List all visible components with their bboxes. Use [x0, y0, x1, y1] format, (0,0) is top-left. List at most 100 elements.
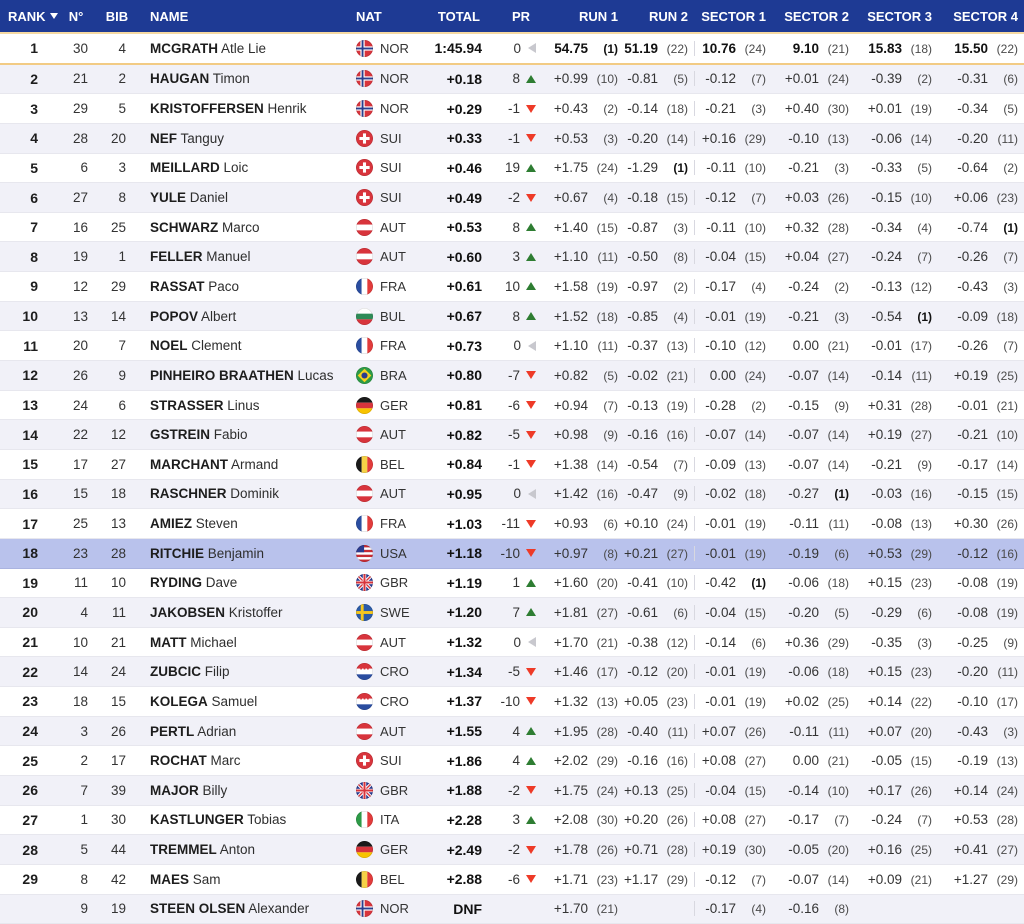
column-header-nat[interactable]: NAT	[342, 9, 420, 24]
run2-cell: -0.16 (16)	[624, 753, 694, 768]
sector2-cell: +0.03 (26)	[772, 190, 855, 205]
table-row[interactable]: 9 19 STEEN OLSEN Alexander NOR DNF +1.70 (21) -…	[0, 894, 1024, 924]
time-rank: (28)	[666, 843, 688, 858]
table-row[interactable]: 7 16 25 SCHWARZ Marco AUT +0.53 8 +1.40 (15) -0.8…	[0, 212, 1024, 243]
table-row[interactable]: 3 29 5 KRISTOFFERSEN Henrik NOR +0.29 -1 +0.43 (…	[0, 94, 1024, 124]
column-header-run2[interactable]: RUN 2	[624, 9, 694, 24]
time-value: +1.46	[553, 664, 588, 680]
time-rank: (20)	[666, 665, 688, 680]
time-value: -0.43	[957, 278, 988, 294]
table-row[interactable]: 17 25 13 AMIEZ Steven FRA +1.03 -11 +0.93 (6) +0.…	[0, 509, 1024, 539]
table-row[interactable]: 29 8 42 MAES Sam BEL +2.88 -6 +1.71 (23) +1.17 (29…	[0, 864, 1024, 895]
rank-value: 13	[22, 397, 38, 413]
table-row[interactable]: 21 10 21 MATT Michael AUT +1.32 0 +1.70 (21) -0.3…	[0, 627, 1024, 658]
bib-value: 18	[110, 486, 126, 502]
time-rank: (11)	[597, 250, 618, 265]
flag-icon-usa	[356, 544, 373, 562]
column-header-pr[interactable]: PR	[482, 9, 540, 24]
rank-cell: 27	[0, 812, 56, 828]
nat-code: SUI	[380, 753, 402, 769]
time-rank: (29)	[996, 872, 1018, 887]
column-header-label: NAME	[150, 8, 189, 24]
sector4-cell: -0.08 (19)	[938, 605, 1024, 620]
total-value: +0.73	[446, 337, 482, 354]
rank-value: 18	[22, 545, 38, 562]
table-row[interactable]: 8 19 1 FELLER Manuel AUT +0.60 3 +1.10 (11) -0.50…	[0, 242, 1024, 273]
table-row[interactable]: 4 28 20 NEF Tanguy SUI +0.33 -1 +0.53 (3) -0.20 (1…	[0, 123, 1024, 154]
table-row[interactable]: 28 5 44 TREMMEL Anton GER +2.49 -2 +1.78 (26) +0.…	[0, 835, 1024, 865]
time-value: -0.19	[788, 545, 819, 561]
time-value: +0.01	[784, 71, 819, 87]
column-header-rank[interactable]: RANK	[0, 9, 58, 24]
table-row[interactable]: 9 12 29 RASSAT Paco FRA +0.61 10 +1.58 (19) -0.97…	[0, 272, 1024, 302]
table-row[interactable]: 25 2 17 ROCHAT Marc SUI +1.86 4 +2.02 (29) -0.16 (…	[0, 746, 1024, 777]
column-header-sector3[interactable]: SECTOR 3	[855, 9, 938, 24]
table-row[interactable]: 14 22 12 GSTREIN Fabio AUT +0.82 -5 +0.98 (9) -0.…	[0, 420, 1024, 450]
time-value: -0.14	[627, 101, 658, 117]
table-row[interactable]: 26 7 39 MAJOR Billy GBR +1.88 -2 +1.75 (24) +0.13…	[0, 776, 1024, 806]
table-row[interactable]: 5 6 3 MEILLARD Loic SUI +0.46 19 +1.75 (24) -1.29…	[0, 153, 1024, 184]
time-rank: (13)	[666, 339, 688, 354]
run1-cell: +2.02 (29)	[540, 753, 624, 768]
time-rank: (7)	[834, 813, 849, 828]
rank-cell: 14	[0, 427, 56, 443]
table-row[interactable]: 16 15 18 RASCHNER Dominik AUT +0.95 0 +1.42 (16)…	[0, 479, 1024, 510]
total-value: +0.81	[446, 397, 482, 413]
table-row[interactable]: 23 18 15 KOLEGA Samuel CRO +1.37 -10 +1.32 (13) +…	[0, 687, 1024, 717]
time-rank: (2)	[834, 279, 849, 294]
column-header-name[interactable]: NAME	[138, 9, 342, 24]
sector1-cell: +0.08 (27)	[694, 812, 772, 828]
total-value: +0.84	[446, 456, 482, 473]
column-header-run1[interactable]: RUN 1	[540, 9, 624, 24]
time-value: -0.42	[705, 575, 736, 591]
start-number-cell: 9	[56, 901, 96, 916]
bib-cell: 9	[96, 368, 138, 383]
run1-cell: +1.75 (24)	[540, 783, 624, 798]
sector2-cell: -0.11 (11)	[772, 516, 855, 531]
sector2-cell: +0.40 (30)	[772, 101, 855, 116]
table-row[interactable]: 1 30 4 MCGRATH Atle Lie NOR 1:45.94 0 54.75 (1) 5…	[0, 34, 1024, 65]
bib-cell: 26	[96, 724, 138, 739]
time-rank: (19)	[910, 102, 932, 117]
nat-code: BUL	[380, 308, 406, 324]
sector3-cell: +0.31 (28)	[855, 398, 938, 413]
sector1-cell: -0.01 (19)	[694, 308, 772, 324]
pr-cell: 8	[482, 309, 540, 324]
table-row[interactable]: 6 27 8 YULE Daniel SUI +0.49 -2 +0.67 (4) -0.18 (1…	[0, 183, 1024, 213]
athlete-first-name: Billy	[202, 782, 228, 798]
table-row[interactable]: 2 21 2 HAUGAN Timon NOR +0.18 8 +0.99 (10) -0.81 (…	[0, 64, 1024, 95]
time-rank: (16)	[666, 754, 688, 769]
time-rank: (3)	[834, 161, 849, 176]
column-header-sector4[interactable]: SECTOR 4	[938, 9, 1024, 24]
rank-cell: 10	[0, 308, 56, 324]
table-row-selected[interactable]: 18 23 28 RITCHIE Benjamin USA +1.18 -10 +0.97 (8…	[0, 538, 1024, 569]
table-row[interactable]: 13 24 6 STRASSER Linus GER +0.81 -6 +0.94 (7) -0.…	[0, 390, 1024, 421]
nat-cell: AUT	[342, 633, 420, 651]
time-value: -0.24	[871, 249, 902, 265]
table-row[interactable]: 22 14 24 ZUBCIC Filip CRO +1.34 -5 +1.46 (17) -0.…	[0, 657, 1024, 688]
column-header-number[interactable]: N°	[56, 9, 96, 24]
position-down-icon	[526, 549, 536, 558]
table-row[interactable]: 24 3 26 PERTL Adrian AUT +1.55 4 +1.95 (28) -0.40…	[0, 716, 1024, 747]
sector4-cell: -0.20 (11)	[938, 664, 1024, 679]
table-row[interactable]: 12 26 9 PINHEIRO BRAATHEN Lucas BRA +0.80 -7 +0…	[0, 361, 1024, 391]
time-value: -0.21	[705, 101, 736, 117]
sector3-cell: +0.15 (23)	[855, 575, 938, 590]
table-row[interactable]: 11 20 7 NOEL Clement FRA +0.73 0 +1.10 (11) -0.37…	[0, 331, 1024, 362]
column-header-total[interactable]: TOTAL	[420, 9, 482, 24]
column-header-sector1[interactable]: SECTOR 1	[694, 9, 772, 24]
rank-cell: 13	[0, 397, 56, 413]
run1-cell: +0.93 (6)	[540, 516, 624, 531]
time-value: -0.10	[705, 338, 736, 354]
column-header-sector2[interactable]: SECTOR 2	[772, 9, 855, 24]
table-row[interactable]: 10 13 14 POPOV Albert BUL +0.67 8 +1.52 (18) -0.8…	[0, 301, 1024, 332]
table-row[interactable]: 15 17 27 MARCHANT Armand BEL +0.84 -1 +1.38 (14)…	[0, 449, 1024, 480]
column-header-bib[interactable]: BIB	[96, 9, 138, 24]
table-row[interactable]: 19 11 10 RYDING Dave GBR +1.19 1 +1.60 (20) -0.41…	[0, 568, 1024, 599]
time-rank: (27)	[910, 428, 932, 443]
bib-value: 27	[110, 456, 126, 472]
table-body: 1 30 4 MCGRATH Atle Lie NOR 1:45.94 0 54.75 (1) 5…	[0, 34, 1024, 924]
table-row[interactable]: 27 1 30 KASTLUNGER Tobias ITA +2.28 3 +2.08 (30)…	[0, 805, 1024, 836]
sector2-cell: -0.05 (20)	[772, 842, 855, 857]
table-row[interactable]: 20 4 11 JAKOBSEN Kristoffer SWE +1.20 7 +1.81 (2…	[0, 598, 1024, 628]
